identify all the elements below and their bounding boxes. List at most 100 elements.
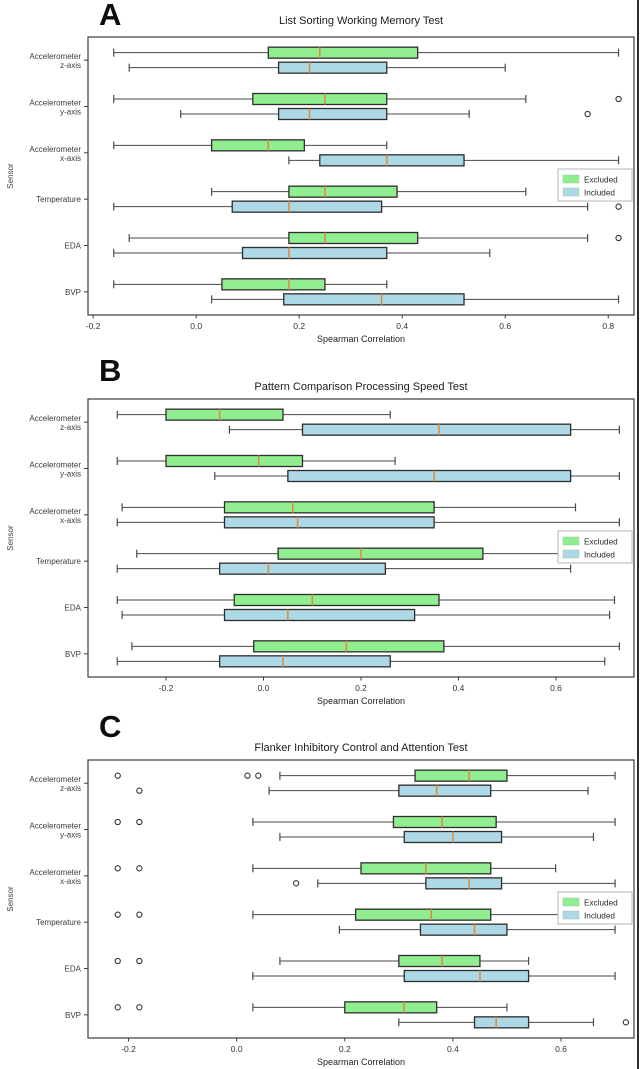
box-excluded-accelerometer-y-axis (113, 92, 622, 106)
legend-label-excluded: Excluded (584, 899, 618, 908)
box-excluded-eda (116, 593, 616, 607)
outlier-point (114, 818, 121, 826)
category-label: z-axis (60, 784, 81, 793)
category-label: EDA (65, 604, 82, 613)
outlier-point (136, 865, 143, 872)
box-excluded-accelerometer-x-axis (114, 862, 557, 875)
panel-a-letter: A (99, 0, 123, 32)
box-excluded-accelerometer-x-axis (113, 139, 388, 152)
outlier-point (136, 1004, 143, 1011)
outlier-point (255, 772, 262, 779)
category-label: x-axis (60, 154, 81, 163)
legend-swatch-excluded (562, 174, 580, 184)
x-tick-label: 0.4 (447, 1044, 459, 1054)
panel-a: A List Sorting Working Memory Test -0.2 0… (0, 0, 640, 356)
x-axis-title: Spearman Correlation (317, 334, 405, 344)
legend-swatch-excluded (562, 536, 580, 546)
category-label: y-axis (60, 831, 81, 840)
box-excluded-accelerometer-z-axis (116, 408, 391, 421)
plot-area (87, 759, 635, 1039)
y-axis: Accelerometerz-axisAccelerometery-axisAc… (29, 414, 88, 659)
box-excluded-accelerometer-z-axis (113, 46, 620, 59)
x-tick-label: 0.0 (190, 321, 202, 331)
x-axis-title: Spearman Correlation (317, 1057, 405, 1067)
legend-label-included: Included (584, 189, 615, 198)
legend-label-excluded: Excluded (584, 176, 618, 185)
panel-c-title: Flanker Inhibitory Control and Attention… (254, 742, 468, 754)
category-label: z-axis (60, 61, 81, 70)
panel-c-chart: -0.2 0.0 0.2 0.4 0.6 Spearman Correlation Sens… (6, 759, 635, 1067)
x-tick-label: -0.2 (121, 1044, 136, 1054)
outlier-point (136, 787, 143, 794)
box-included-eda (252, 969, 616, 983)
box-excluded-bvp (114, 1001, 508, 1014)
box-included-temperature (113, 200, 622, 213)
category-label: y-axis (60, 108, 81, 117)
x-axis: -0.2 0.0 0.2 0.4 0.6 Spearman Correlation (121, 1038, 567, 1067)
outlier-point (136, 957, 143, 965)
panel-b-title: Pattern Comparison Processing Speed Test (254, 381, 468, 393)
panel-b-letter: B (99, 353, 123, 388)
box-included-temperature (338, 923, 616, 936)
x-tick-label: 0.2 (339, 1044, 351, 1054)
panel-a-title: List Sorting Working Memory Test (278, 15, 444, 27)
legend-label-included: Included (584, 912, 615, 921)
outlier-point (622, 1019, 630, 1026)
box-included-accelerometer-y-axis (279, 830, 595, 844)
legend: Excluded Included (557, 891, 633, 925)
outlier-point (615, 234, 622, 242)
box-excluded-eda (128, 231, 622, 245)
category-label: BVP (65, 650, 81, 659)
category-label: x-axis (60, 516, 81, 525)
category-label: Temperature (36, 557, 81, 566)
panel-c-letter: C (99, 709, 123, 744)
x-tick-label: 0.6 (550, 683, 562, 693)
category-label: BVP (65, 288, 81, 297)
box-included-accelerometer-y-axis (180, 107, 591, 121)
outlier-point (292, 880, 300, 887)
x-axis-title: Spearman Correlation (317, 696, 405, 706)
category-label: Accelerometer (29, 414, 81, 423)
panel-b-chart: -0.2 0.0 0.2 0.4 0.6 Spearman Correlation Sens… (6, 398, 635, 706)
x-tick-label: 0.4 (453, 683, 465, 693)
legend-swatch-included (562, 910, 580, 920)
category-label: Accelerometer (29, 99, 81, 108)
panel-a-chart: -0.2 0.0 0.2 0.4 0.6 0.8 Spearman Correlation S… (6, 36, 635, 344)
legend-label-excluded: Excluded (584, 538, 618, 547)
outlier-point (114, 911, 121, 918)
x-tick-label: 0.0 (231, 1044, 243, 1054)
box-included-bvp (116, 655, 606, 668)
y-axis: Accelerometerz-axisAccelerometery-axisAc… (29, 775, 88, 1020)
box-excluded-bvp (131, 640, 620, 653)
legend: Excluded Included (557, 530, 633, 564)
y-axis-title: Sensor (6, 886, 15, 912)
panel-b: B Pattern Comparison Processing Speed Te… (0, 353, 640, 712)
box-included-accelerometer-y-axis (214, 469, 620, 483)
x-tick-label: 0.2 (355, 683, 367, 693)
y-axis: Accelerometerz-axisAccelerometery-axisAc… (29, 52, 88, 297)
category-label: BVP (65, 1011, 81, 1020)
outlier-point (615, 95, 622, 103)
outlier-point (136, 911, 143, 918)
outlier-point (114, 957, 121, 965)
panel-c: C Flanker Inhibitory Control and Attenti… (0, 709, 640, 1069)
x-tick-label: 0.6 (555, 1044, 567, 1054)
outlier-point (244, 772, 251, 779)
plot-area (87, 36, 635, 316)
box-excluded-bvp (113, 278, 388, 291)
outlier-point (114, 865, 121, 872)
legend-swatch-included (562, 549, 580, 559)
x-tick-label: 0.2 (293, 321, 305, 331)
box-included-accelerometer-z-axis (128, 61, 506, 74)
box-included-accelerometer-x-axis (292, 877, 616, 890)
box-excluded-accelerometer-y-axis (116, 454, 396, 468)
y-axis-title: Sensor (6, 525, 15, 551)
image-edge-artifact (637, 0, 639, 1069)
x-tick-label: 0.6 (499, 321, 511, 331)
box-excluded-accelerometer-z-axis (114, 769, 616, 782)
outlier-point (114, 772, 121, 779)
category-label: Accelerometer (29, 868, 81, 877)
category-label: Accelerometer (29, 507, 81, 516)
box-included-bvp (398, 1016, 630, 1029)
